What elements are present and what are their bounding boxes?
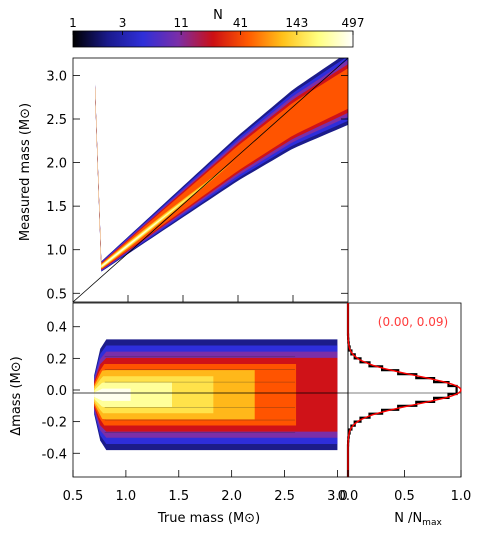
residual-y-tick-label: 0.4: [46, 321, 67, 336]
residual-x-tick-label: 2.5: [274, 489, 295, 504]
residual-density-map: [94, 339, 338, 451]
density-band: [95, 87, 348, 269]
residual-y-tick-label: 0.0: [46, 384, 67, 399]
residual-y-tick-label: -0.2: [42, 416, 67, 431]
colorbar-tick-label: 143: [285, 16, 308, 30]
histogram-x-ticks: 0.0 0.5 1.0: [338, 470, 472, 504]
histogram-x-tick-label: 0.5: [394, 489, 415, 504]
colorbar-ticks: 1 3 11 41 143 497: [69, 16, 364, 35]
density-band: [94, 388, 131, 401]
histogram-steps: [346, 303, 458, 477]
residual-x-ticks: 0.5 1.0 1.5 2.0 2.5 3.0: [63, 470, 348, 504]
colorbar-tick-label: 497: [342, 16, 365, 30]
colorbar-label: N: [213, 8, 223, 23]
histogram-x-axis-label-main: N /N: [394, 511, 422, 526]
histogram-x-axis-label-subscript: max: [422, 518, 442, 528]
histogram-panel-frame: [347, 302, 462, 478]
top-panel: 0.5 1.0 1.5 2.0 2.5 3.0 Measured mass (M⊙): [18, 57, 349, 303]
top-y-tick-label: 1.0: [46, 244, 67, 259]
top-y-tick-label: 3.0: [46, 69, 67, 84]
colorbar-tick-label: 1: [69, 16, 77, 30]
histogram-x-axis-label: N /Nmax: [394, 511, 442, 528]
colorbar-tick-label: 41: [233, 16, 248, 30]
fit-parameters-annotation: (0.00, 0.09): [378, 315, 448, 329]
residual-x-axis-label: True mass (M⊙): [157, 511, 260, 526]
residual-x-tick-label: 1.5: [168, 489, 189, 504]
histogram-x-tick-label: 0.0: [338, 489, 359, 504]
top-y-ticks: 0.5 1.0 1.5 2.0 2.5 3.0: [46, 69, 348, 302]
top-y-axis-label: Measured mass (M⊙): [18, 103, 33, 241]
top-y-tick-label: 2.0: [46, 157, 67, 172]
residual-x-tick-label: 2.0: [221, 489, 242, 504]
gaussian-fit-curve: [347, 303, 462, 477]
colorbar: N 1 3 11 41 143 497: [69, 8, 364, 48]
colorbar-bar: [72, 30, 354, 48]
residual-y-ticks: -0.4 -0.2 0.0 0.2 0.4: [42, 321, 80, 462]
residual-y-tick-label: 0.2: [46, 352, 67, 367]
top-panel-frame: [72, 57, 349, 303]
one-to-one-line: [72, 57, 349, 303]
histogram-panel: 0.0 0.5 1.0 (0.00, 0.09) N /Nmax: [338, 302, 472, 528]
top-y-tick-label: 2.5: [46, 113, 67, 128]
histogram-x-tick-label: 1.0: [451, 489, 472, 504]
residual-x-tick-label: 1.0: [116, 489, 137, 504]
top-density-map: [95, 58, 348, 272]
residual-x-tick-label: 3.0: [327, 489, 348, 504]
top-y-tick-label: 1.5: [46, 200, 67, 215]
top-y-tick-label: 0.5: [46, 287, 67, 302]
colorbar-tick-label: 11: [174, 16, 189, 30]
residual-y-axis-label: Δmass (M⊙): [9, 356, 24, 435]
residual-x-tick-label: 0.5: [63, 489, 84, 504]
residual-y-tick-label: -0.4: [42, 447, 67, 462]
residual-panel: -0.4 -0.2 0.0 0.2 0.4 0.5 1.0 1.5 2.0 2.5 3.0 Δma…: [9, 302, 349, 526]
colorbar-tick-label: 3: [119, 16, 127, 30]
